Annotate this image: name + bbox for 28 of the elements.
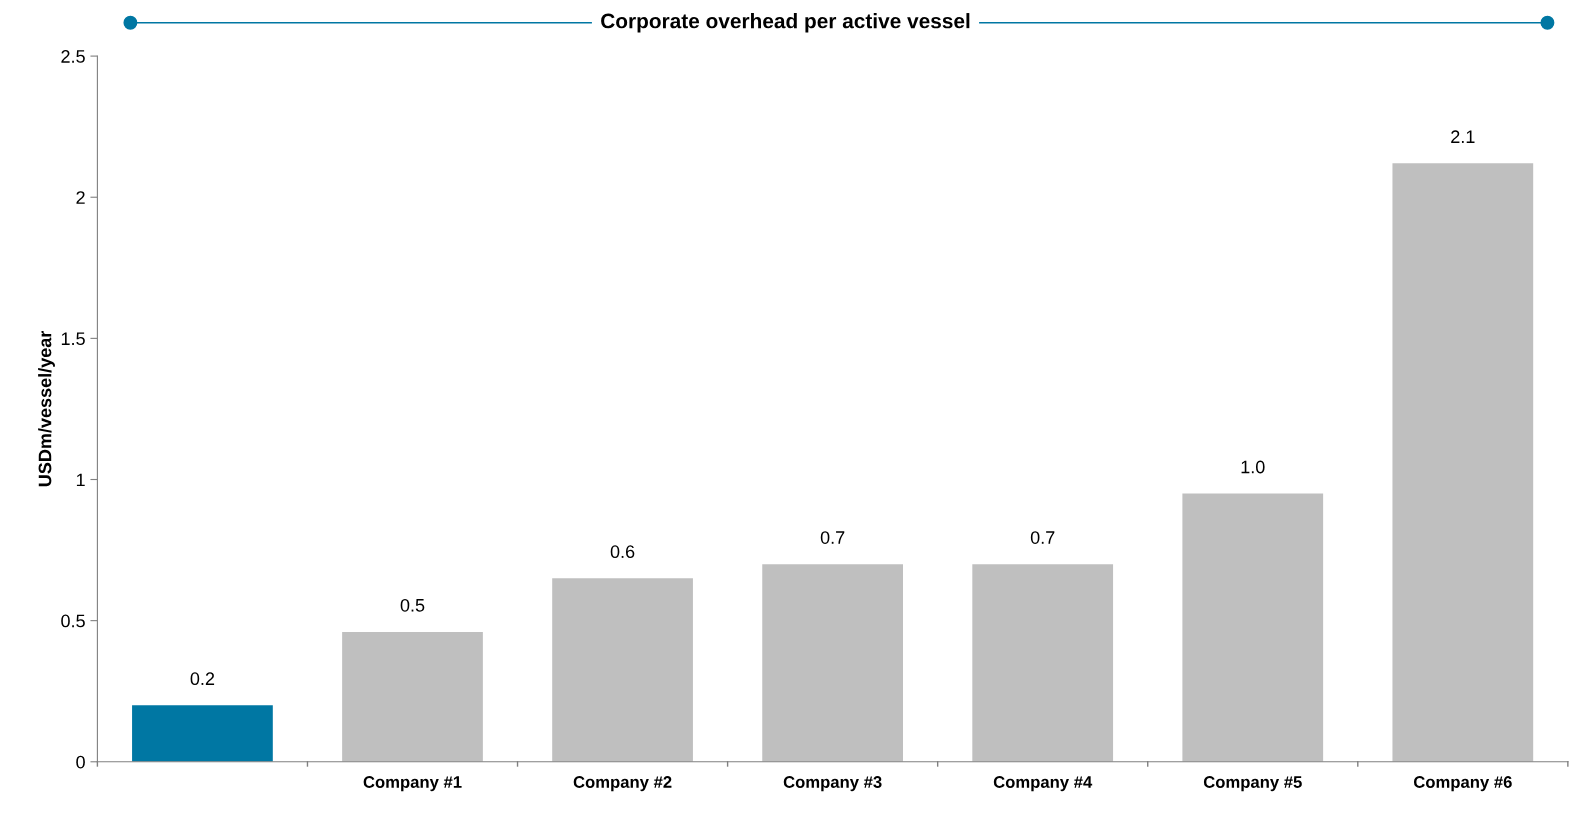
data-label: 0.6 [610,545,635,559]
y-tick-label: 1 [76,473,85,487]
x-tick-label: Company #4 [993,776,1093,792]
bar [762,564,903,762]
data-label: 2.1 [1451,130,1475,143]
bar [342,631,483,762]
y-axis-title: USDm/vessel/year [38,330,55,487]
y-tick-label: 2 [76,191,85,204]
x-tick-label: Company #5 [1203,776,1302,792]
y-tick-label: 2.5 [61,50,85,63]
data-label: 0.5 [400,598,425,612]
bar [132,705,273,762]
bar [552,578,693,762]
bar [972,564,1114,762]
bar [1392,163,1534,762]
x-tick-label: Company #2 [573,776,672,792]
y-tick-label: 1.5 [61,332,85,346]
y-tick-label: 0 [76,755,85,769]
data-label: 0.7 [820,531,845,544]
x-tick-label: Company #6 [1413,776,1512,792]
x-tick-label: Company #1 [363,776,462,792]
chart-title: Corporate overhead per active vessel [601,13,970,33]
data-label: 1.0 [1241,460,1265,474]
x-tick-label: Company #3 [783,776,882,792]
data-label: 0.2 [190,672,215,686]
data-label: 0.7 [1030,531,1055,544]
y-tick-label: 0.5 [61,614,85,628]
bar [1182,493,1324,762]
